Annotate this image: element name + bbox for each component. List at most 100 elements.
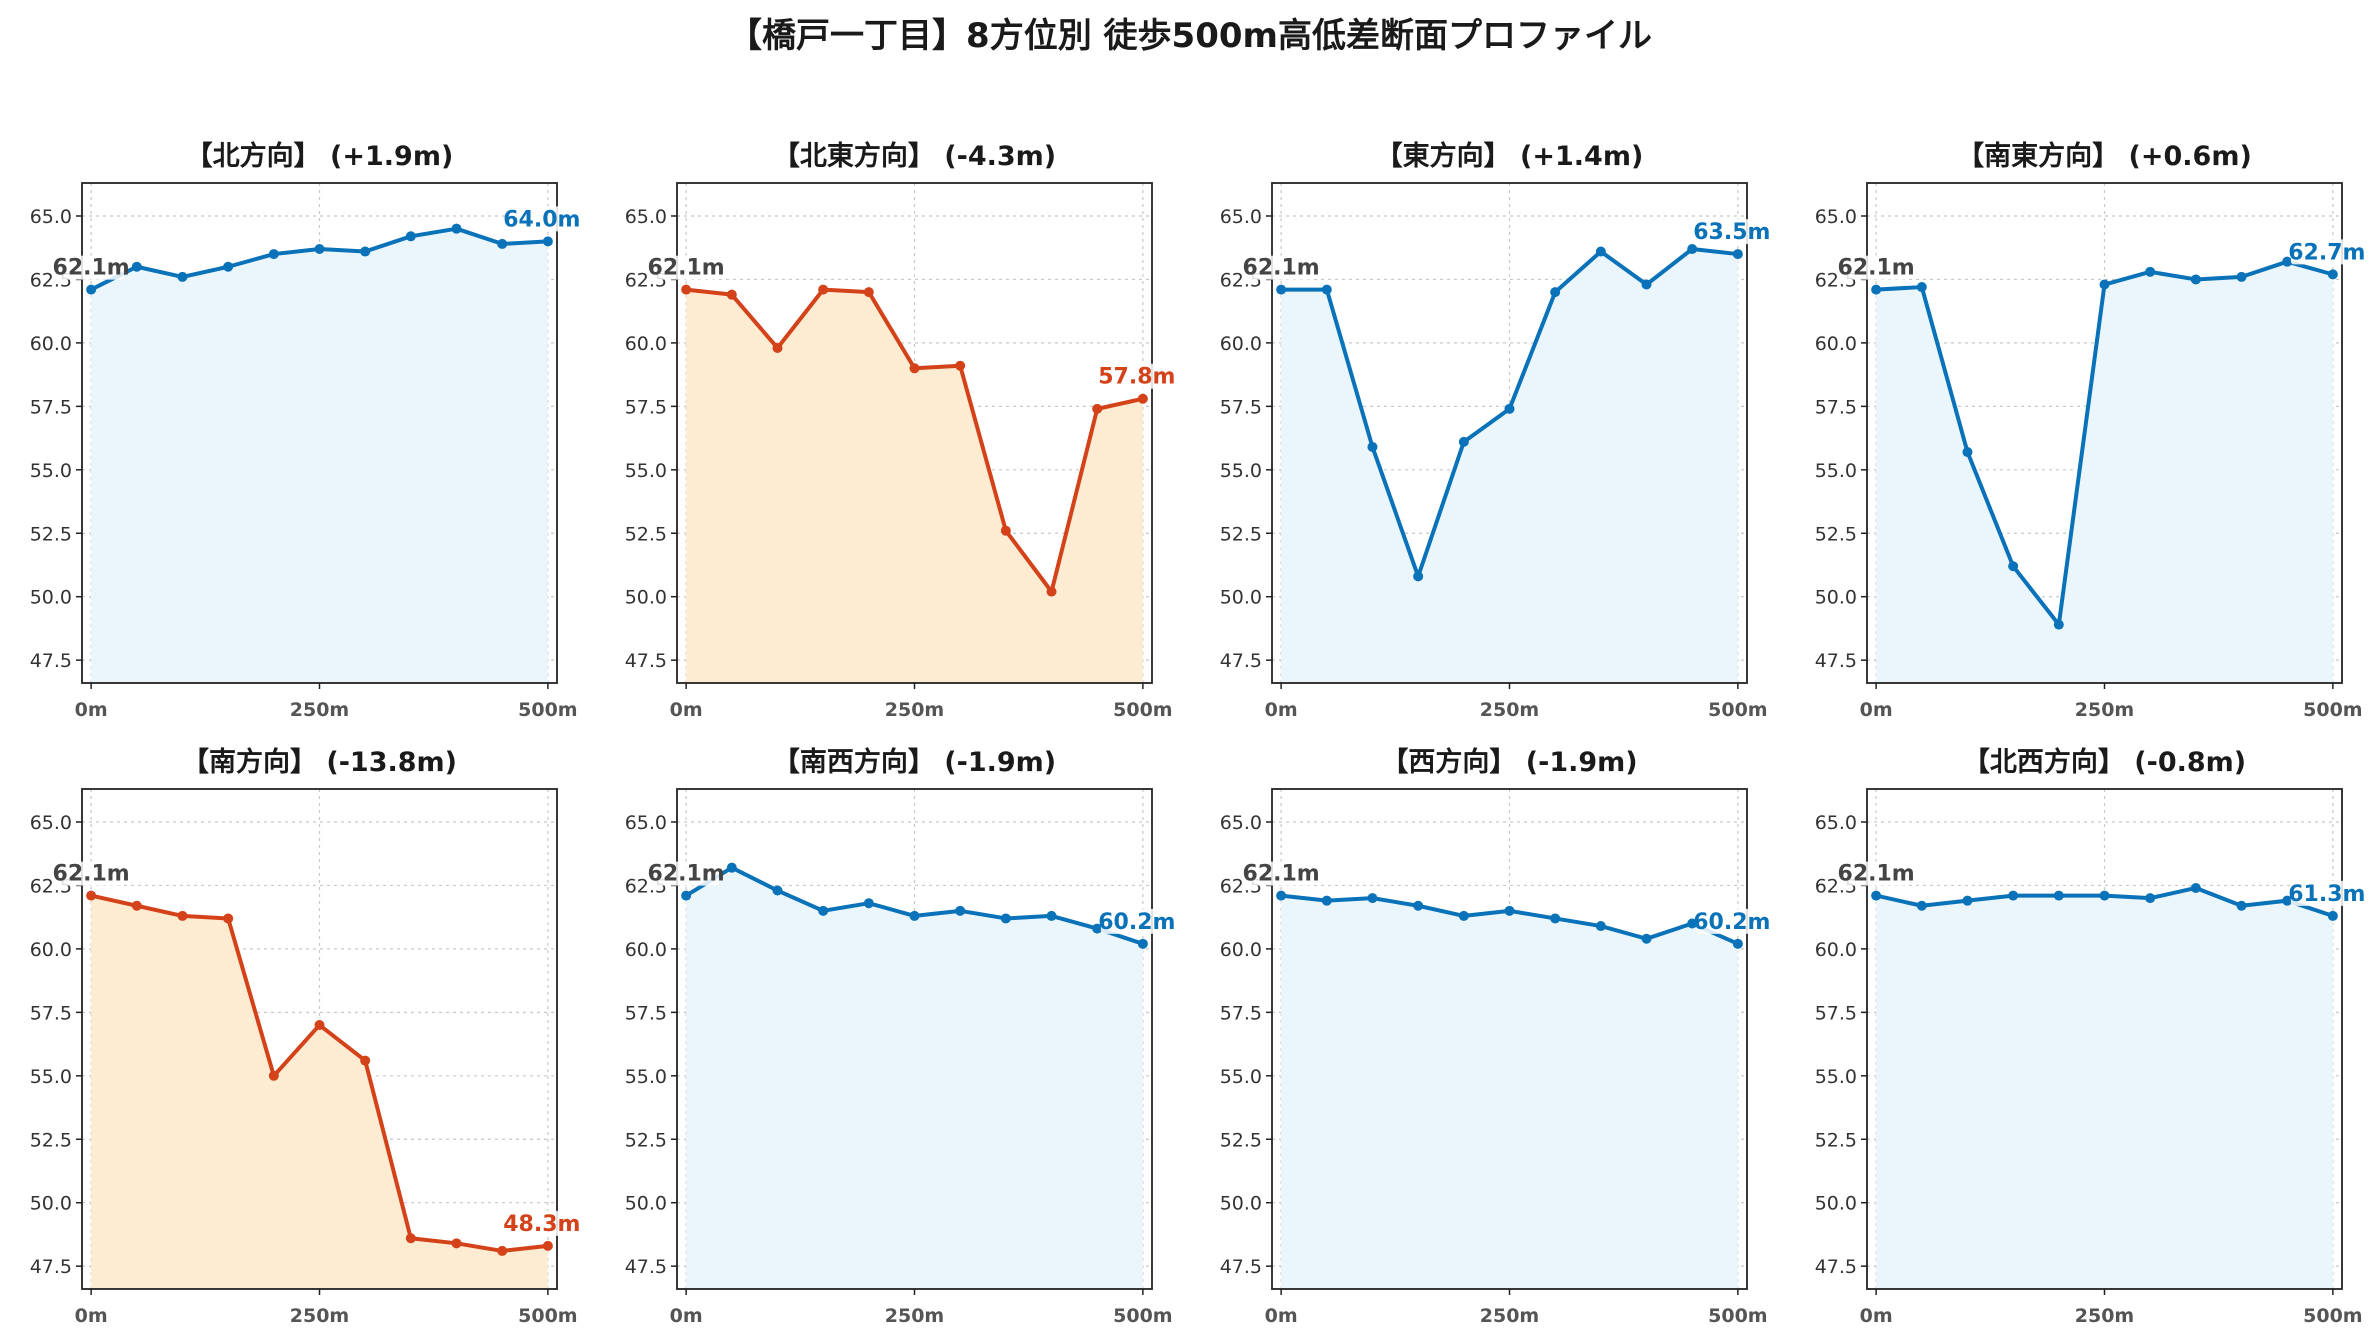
start-elevation-label: 62.1m xyxy=(1243,862,1320,887)
data-point xyxy=(1092,923,1103,934)
y-tick-label: 60.0 xyxy=(1220,333,1262,355)
data-point xyxy=(681,284,692,295)
data-point xyxy=(1595,921,1606,932)
data-point xyxy=(1504,403,1515,414)
data-point xyxy=(772,342,783,353)
data-point xyxy=(909,910,920,921)
data-point xyxy=(2190,882,2201,893)
panel-title: 【南西方向】 (-1.9m) xyxy=(773,746,1056,778)
x-tick-label: 500m xyxy=(2303,699,2362,721)
end-label-bg xyxy=(1695,219,1768,245)
data-point xyxy=(451,1238,462,1249)
start-label-bg xyxy=(1843,255,1910,280)
end-elevation-label: 48.3m xyxy=(503,1212,580,1237)
data-point xyxy=(1962,895,1973,906)
data-point xyxy=(1916,282,1927,293)
data-point xyxy=(542,1240,553,1251)
x-tick-label: 250m xyxy=(885,699,944,721)
data-point xyxy=(405,231,416,242)
data-point xyxy=(2008,561,2019,572)
end-elevation-label: 64.0m xyxy=(503,207,580,232)
y-tick-label: 52.5 xyxy=(1220,523,1262,545)
data-point xyxy=(223,261,234,272)
data-point xyxy=(1367,893,1378,904)
panel-title: 【南方向】 (-13.8m) xyxy=(182,746,457,778)
data-point xyxy=(1458,910,1469,921)
data-point xyxy=(268,1070,279,1081)
y-tick-label: 50.0 xyxy=(1815,587,1857,609)
y-tick-label: 52.5 xyxy=(625,523,667,545)
x-tick-label: 0m xyxy=(1860,699,1893,721)
area-fill xyxy=(91,228,548,683)
start-label-bg xyxy=(653,861,720,886)
y-tick-label: 60.0 xyxy=(1815,333,1857,355)
data-point xyxy=(1458,436,1469,447)
figure-title: 【橋戸一丁目】8方位別 徒歩500m高低差断面プロファイル xyxy=(728,16,1652,56)
data-point xyxy=(1871,284,1882,295)
y-tick-label: 50.0 xyxy=(625,587,667,609)
data-point xyxy=(726,862,737,873)
data-point xyxy=(2008,890,2019,901)
data-point xyxy=(2236,271,2247,282)
start-label-bg xyxy=(58,255,125,280)
panel-6: 【西方向】 (-1.9m) 47.5 50.0 52.5 55.0 57.5 60.0 62.… xyxy=(1220,746,1771,1327)
data-point xyxy=(1092,403,1103,414)
y-tick-label: 47.5 xyxy=(1815,650,1857,672)
x-tick-label: 0m xyxy=(1265,1305,1298,1327)
y-tick-label: 55.0 xyxy=(625,1066,667,1088)
y-tick-label: 52.5 xyxy=(1815,1129,1857,1151)
y-tick-label: 57.5 xyxy=(30,1002,72,1024)
panel-7: 【北西方向】 (-0.8m) 47.5 50.0 52.5 55.0 57.5 60.0 62… xyxy=(1815,746,2366,1327)
x-tick-label: 500m xyxy=(1708,1305,1767,1327)
start-label-bg xyxy=(653,255,720,280)
data-point xyxy=(1550,287,1561,298)
y-tick-label: 50.0 xyxy=(1815,1193,1857,1215)
y-tick-label: 55.0 xyxy=(30,460,72,482)
data-point xyxy=(772,885,783,896)
end-elevation-label: 60.2m xyxy=(1098,910,1175,935)
data-point xyxy=(2282,895,2293,906)
start-label-bg xyxy=(1248,255,1315,280)
data-point xyxy=(2327,910,2338,921)
y-tick-label: 65.0 xyxy=(1815,812,1857,834)
end-label-bg xyxy=(1100,363,1173,389)
end-label-bg xyxy=(1695,908,1768,934)
y-tick-label: 57.5 xyxy=(30,396,72,418)
data-point xyxy=(1871,890,1882,901)
x-tick-label: 250m xyxy=(2075,699,2134,721)
y-tick-label: 65.0 xyxy=(625,812,667,834)
panel-title: 【西方向】 (-1.9m) xyxy=(1381,746,1637,778)
start-label-bg xyxy=(1843,861,1910,886)
x-tick-label: 0m xyxy=(75,699,108,721)
y-tick-label: 60.0 xyxy=(1815,939,1857,961)
panel-title: 【東方向】 (+1.4m) xyxy=(1376,140,1644,172)
panel-title: 【北東方向】 (-4.3m) xyxy=(773,140,1056,172)
data-point xyxy=(863,898,874,909)
y-tick-label: 47.5 xyxy=(1220,1256,1262,1278)
end-label-bg xyxy=(2290,239,2363,265)
data-point xyxy=(2053,619,2064,630)
y-tick-label: 65.0 xyxy=(30,206,72,228)
data-point xyxy=(314,1020,325,1031)
end-label-bg xyxy=(2290,880,2363,906)
data-point xyxy=(1962,447,1973,458)
y-tick-label: 47.5 xyxy=(625,650,667,672)
end-elevation-label: 60.2m xyxy=(1693,910,1770,935)
x-tick-label: 250m xyxy=(290,699,349,721)
start-elevation-label: 62.1m xyxy=(648,862,725,887)
data-point xyxy=(1687,243,1698,254)
data-point xyxy=(1550,913,1561,924)
data-point xyxy=(681,890,692,901)
data-point xyxy=(1641,279,1652,290)
y-tick-label: 60.0 xyxy=(1220,939,1262,961)
data-point xyxy=(818,905,829,916)
x-tick-label: 250m xyxy=(1480,1305,1539,1327)
x-tick-label: 250m xyxy=(1480,699,1539,721)
x-tick-label: 500m xyxy=(518,699,577,721)
start-elevation-label: 62.1m xyxy=(53,256,130,281)
start-elevation-label: 62.1m xyxy=(1838,862,1915,887)
x-tick-label: 500m xyxy=(518,1305,577,1327)
x-tick-label: 0m xyxy=(1265,699,1298,721)
y-tick-label: 65.0 xyxy=(30,812,72,834)
